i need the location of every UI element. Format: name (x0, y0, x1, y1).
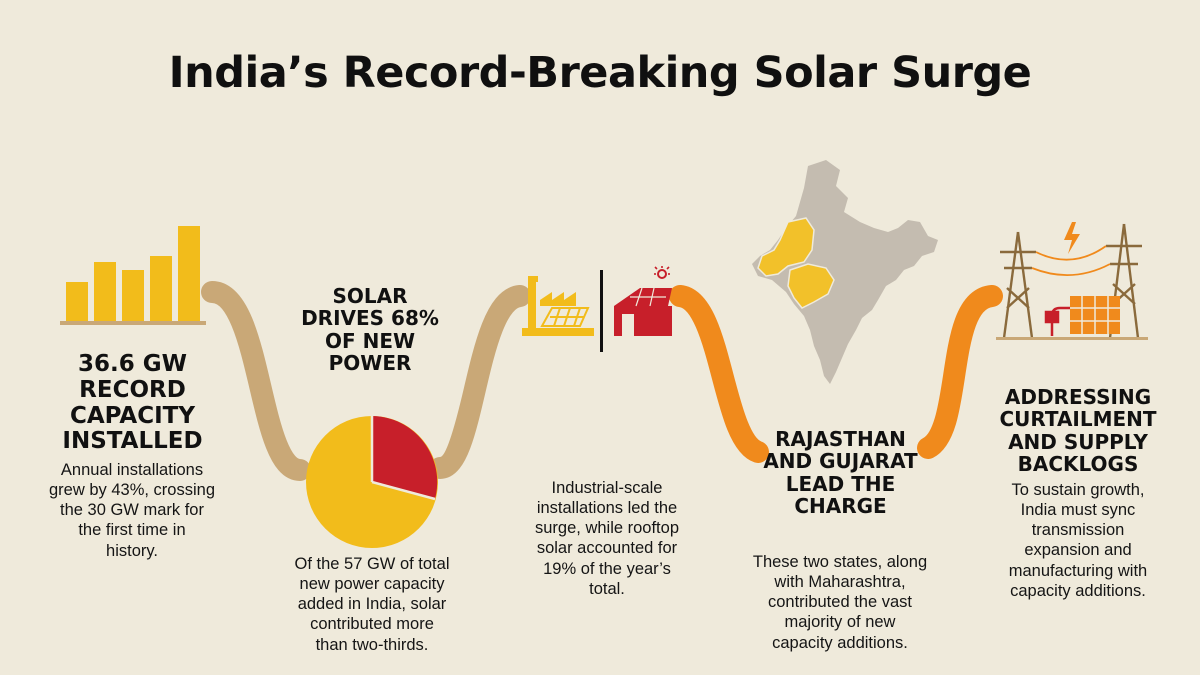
icon-divider (600, 270, 603, 352)
bar-chart-icon (60, 226, 206, 325)
section-5-body: To sustain growth, India must sync trans… (1008, 481, 1148, 600)
connector-2 (429, 285, 531, 479)
section-2-heading: SOLAR DRIVES 68% OF NEW POWER (301, 284, 439, 376)
maharashtra-highlight (787, 263, 835, 309)
lightning-icon (1064, 222, 1080, 254)
page-title: India’s Record-Breaking Solar Surge (168, 48, 1032, 98)
section-4-heading: RAJASTHAN AND GUJARAT LEAD THE CHARGE (763, 427, 918, 519)
tower-left-icon (1000, 231, 1036, 339)
connector-4 (917, 285, 1003, 459)
india-outline (752, 160, 938, 384)
rajasthan-gujarat-highlight (757, 217, 815, 277)
factory-icon (522, 276, 594, 336)
battery-grid-icon (1070, 296, 1120, 334)
connector-1 (201, 281, 311, 481)
factory-and-rooftop-icon (522, 266, 672, 352)
power-lines (1031, 245, 1111, 276)
section-1-heading: 36.6 GW RECORD CAPACITY INSTALLED (62, 351, 203, 455)
section-2-body: Of the 57 GW of total new power capacity… (294, 555, 450, 654)
pie-chart-icon (306, 416, 438, 548)
solar-panel-icon (540, 307, 590, 327)
section-1-body: Annual installations grew by 43%, crossi… (49, 461, 215, 560)
section-4-body: These two states, along with Maharashtra… (752, 553, 928, 652)
transmission-tower-icon (996, 222, 1148, 340)
india-map-icon (752, 160, 938, 384)
connector-3 (669, 285, 769, 463)
section-5-heading: ADDRESSING CURTAILMENT AND SUPPLY BACKLO… (999, 385, 1157, 477)
plug-icon (1044, 306, 1070, 336)
rooftop-house-icon (614, 266, 672, 336)
section-3-body: Industrial-scale installations led the s… (535, 479, 679, 598)
